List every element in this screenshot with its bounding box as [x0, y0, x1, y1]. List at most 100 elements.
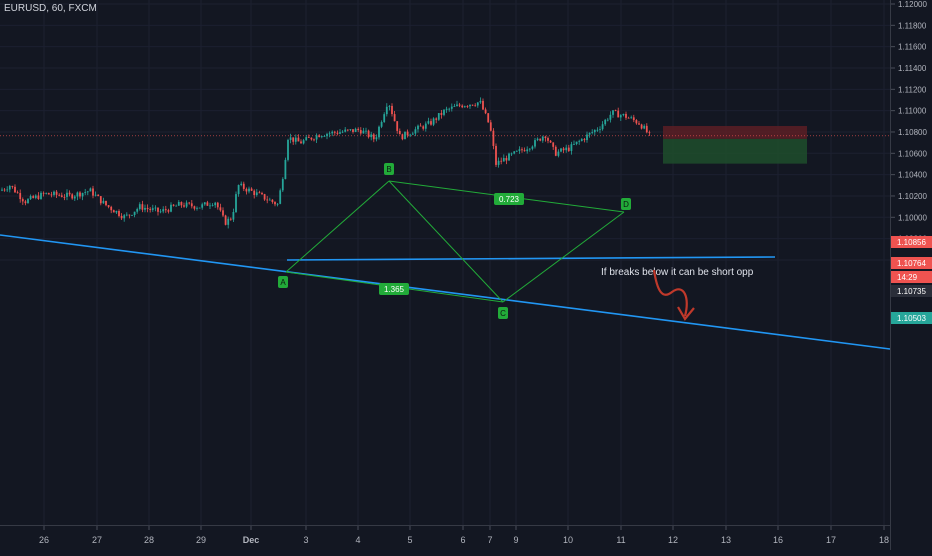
annotation-text[interactable]: If breaks below it can be short opp	[601, 267, 754, 278]
candle-body	[606, 119, 609, 121]
candle-body	[614, 110, 617, 112]
price-axis[interactable]: 1.12000 1.11800 1.11600 1.11400 1.11200 1.110…	[890, 0, 932, 550]
time-tick-label: 7	[487, 535, 492, 545]
candle-body	[29, 196, 32, 200]
candle-body	[146, 207, 149, 209]
candle-body	[300, 141, 302, 144]
time-tick-label: 9	[513, 535, 518, 545]
candle-body	[60, 195, 63, 197]
candle-body	[55, 191, 58, 195]
candle-body	[102, 200, 105, 204]
candle-body	[424, 123, 427, 129]
candle-body	[612, 110, 614, 115]
ratio-label[interactable]: 1.365	[384, 285, 405, 294]
candle-body	[414, 129, 417, 134]
candle-body	[349, 129, 352, 131]
price-label-target: 1.10503	[897, 314, 926, 323]
position-zones[interactable]	[0, 126, 890, 164]
candle-body	[253, 190, 256, 196]
candle-body	[393, 114, 396, 122]
ratio-label-bg[interactable]	[494, 193, 524, 205]
pattern-point-b[interactable]: B	[386, 165, 391, 174]
pattern-point-b-bg[interactable]	[384, 163, 394, 175]
candle-body	[50, 194, 53, 196]
neckline[interactable]	[286, 256, 776, 261]
pattern-leg-ab[interactable]	[388, 180, 504, 303]
candle-body	[489, 122, 492, 131]
candle-body	[216, 202, 219, 208]
candle-body	[357, 128, 360, 131]
candle-body	[643, 125, 646, 129]
candle-body	[326, 133, 328, 137]
candle-body	[430, 121, 432, 125]
pattern-leg-bc[interactable]	[502, 211, 625, 303]
candle-body	[97, 194, 100, 197]
pattern-point-c[interactable]: C	[500, 309, 506, 318]
candle-body	[201, 204, 204, 208]
candle-body	[37, 195, 40, 199]
descending-trendline[interactable]	[0, 234, 891, 350]
down-arrow-icon[interactable]	[652, 269, 688, 317]
annotations[interactable]: If breaks below it can be short opp	[601, 267, 754, 321]
candle-body	[141, 204, 144, 210]
pattern-point-a-bg[interactable]	[278, 276, 288, 288]
candle-body	[34, 195, 37, 198]
candle-body	[79, 192, 81, 197]
price-label-bg-entry	[891, 285, 932, 297]
time-tick-label: 13	[721, 535, 731, 545]
price-label-bg-target	[891, 312, 932, 324]
candle-body	[63, 196, 66, 198]
candle-body	[32, 196, 35, 198]
candle-body	[461, 105, 464, 108]
ratio-label[interactable]: 0.723	[499, 195, 520, 204]
price-tick-label: 1.11800	[898, 21, 927, 30]
trendlines[interactable]	[0, 234, 891, 350]
candle-body	[411, 133, 414, 135]
pattern-leg-xa[interactable]	[285, 180, 390, 273]
candle-body	[552, 142, 555, 147]
candle-body	[482, 100, 484, 110]
candle-body	[224, 215, 227, 225]
candle-body	[323, 136, 326, 137]
candle-body	[183, 205, 185, 207]
candle-body	[180, 202, 183, 206]
chart-area[interactable]: A B C D 1.365 0.723 If breaks below it can be…	[0, 0, 891, 525]
candle-body	[157, 207, 159, 212]
candle-body	[235, 194, 237, 213]
candle-body	[138, 204, 141, 210]
pattern-point-d-bg[interactable]	[621, 198, 631, 210]
candle-body	[107, 205, 110, 207]
candle-body	[333, 131, 336, 133]
candle-body	[250, 188, 253, 191]
candle-body	[68, 192, 71, 195]
time-axis[interactable]: 26 27 28 29 Dec 3 4 5 6 7 9 10 11 12 13 16 17 18	[0, 525, 890, 551]
stop-zone[interactable]	[663, 126, 807, 139]
candle-body	[19, 193, 22, 200]
chart-canvas[interactable]: A B C D 1.365 0.723 If breaks below it can be…	[0, 0, 891, 525]
time-tick-label: 29	[196, 535, 206, 545]
candle-body	[172, 204, 175, 206]
price-tick-label: 1.10800	[898, 128, 927, 137]
candle-body	[227, 218, 230, 225]
candle-body	[617, 110, 620, 118]
candle-body	[619, 115, 622, 118]
pattern-point-d[interactable]: D	[623, 200, 629, 209]
pattern-point-a[interactable]: A	[280, 278, 286, 287]
candle-body	[266, 199, 269, 201]
candle-body	[313, 139, 315, 141]
arrow-head-icon[interactable]	[677, 306, 695, 321]
candle-body	[372, 134, 375, 140]
price-label-current: 1.10764	[897, 259, 926, 268]
ratio-label-bg[interactable]	[379, 283, 409, 295]
candle-body	[76, 192, 79, 197]
symbol-title[interactable]: EURUSD, 60, FXCM	[4, 3, 97, 14]
harmonic-pattern[interactable]: A B C D 1.365 0.723	[278, 163, 631, 319]
pattern-point-c-bg[interactable]	[498, 307, 508, 319]
candle-body	[596, 129, 599, 131]
time-tick-label: 3	[303, 535, 308, 545]
candle-body	[443, 109, 445, 115]
candle-body	[560, 148, 562, 152]
candle-body	[528, 148, 531, 150]
candle-body	[27, 199, 29, 204]
target-zone[interactable]	[663, 138, 807, 164]
